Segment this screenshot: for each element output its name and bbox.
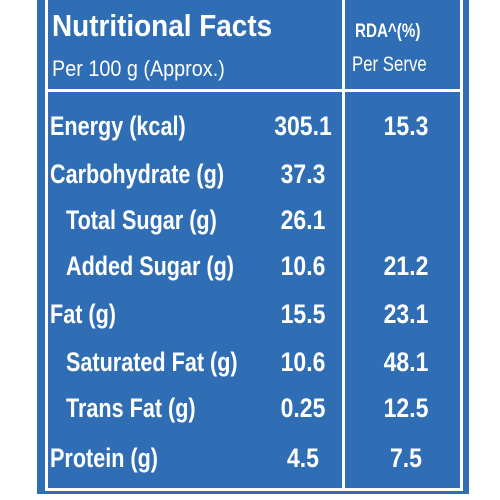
nutrient-name: Carbohydrate (g) xyxy=(50,159,225,189)
per-100g-value: 15.5 xyxy=(280,299,326,329)
body-frame xyxy=(45,89,345,491)
per-100g-value: 4.5 xyxy=(287,443,319,473)
rda-value: 21.2 xyxy=(383,251,429,281)
rda-value: 48.1 xyxy=(383,347,429,377)
per-100g-value: 305.1 xyxy=(274,111,332,141)
rda-value: 23.1 xyxy=(383,299,429,329)
rda-body-frame xyxy=(342,89,463,491)
nutrient-name: Trans Fat (g) xyxy=(66,393,196,423)
nutrient-name: Added Sugar (g) xyxy=(66,251,234,281)
nutrient-name: Saturated Fat (g) xyxy=(66,347,238,377)
nutrient-name: Protein (g) xyxy=(50,443,158,473)
per-100g-value: 10.6 xyxy=(280,251,326,281)
rda-subtitle: Per Serve xyxy=(352,53,427,76)
nutrient-name: Total Sugar (g) xyxy=(66,205,217,235)
subtitle: Per 100 g (Approx.) xyxy=(52,56,225,81)
per-100g-value: 37.3 xyxy=(280,159,326,189)
rda-value: 15.3 xyxy=(383,111,429,141)
rda-value: 7.5 xyxy=(390,443,422,473)
nutrient-name: Fat (g) xyxy=(50,299,116,329)
title: Nutritional Facts xyxy=(52,8,273,43)
nutrient-name: Energy (kcal) xyxy=(50,111,186,141)
rda-header-frame xyxy=(342,0,463,92)
per-100g-value: 10.6 xyxy=(280,347,326,377)
rda-title: RDA^(%) xyxy=(355,21,421,42)
label-panel xyxy=(37,0,469,494)
per-100g-value: 0.25 xyxy=(280,393,326,423)
per-100g-value: 26.1 xyxy=(280,205,326,235)
rda-value: 12.5 xyxy=(383,393,429,423)
